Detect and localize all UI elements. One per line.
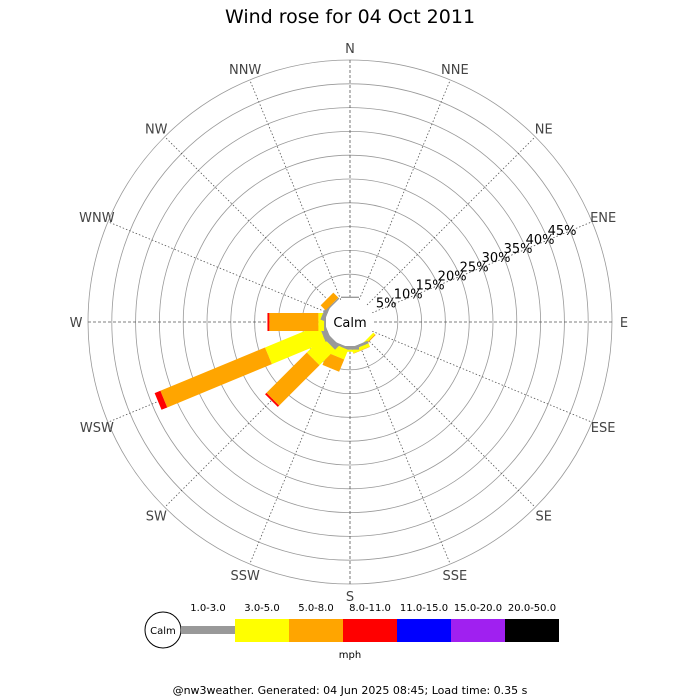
percent-label: 5% xyxy=(376,297,397,312)
direction-label-w: W xyxy=(70,316,83,331)
direction-label-ene: ENE xyxy=(590,211,616,226)
wind-bars xyxy=(154,292,376,410)
grid-spoke xyxy=(249,79,342,300)
grid-ring xyxy=(206,178,494,466)
direction-label-e: E xyxy=(620,316,628,331)
polar-grid xyxy=(87,59,613,585)
bar-w-bin4 xyxy=(267,313,270,331)
percent-label: 45% xyxy=(548,224,577,239)
percent-label: 15% xyxy=(416,278,445,293)
bar-wsw-bin2 xyxy=(265,325,326,365)
grid-spoke xyxy=(358,344,451,565)
bar-ssw-bin3 xyxy=(322,352,345,372)
legend-swatch-7 xyxy=(505,619,559,642)
footer-text: @nw3weather. Generated: 04 Jun 2025 08:4… xyxy=(173,684,528,697)
direction-label-wsw: WSW xyxy=(80,421,114,436)
percent-label: 25% xyxy=(460,260,489,275)
chart-title: Wind rose for 04 Oct 2011 xyxy=(225,6,475,28)
grid-spoke xyxy=(164,136,334,306)
legend-swatch-1 xyxy=(181,626,235,634)
grid-spoke xyxy=(249,344,342,565)
legend-swatch-4 xyxy=(343,619,397,642)
direction-label-s: S xyxy=(346,590,354,605)
legend-calm-label: Calm xyxy=(150,626,176,637)
grid-spoke xyxy=(107,221,328,314)
direction-label-n: N xyxy=(345,42,355,57)
legend-label-7: 20.0-50.0 xyxy=(508,603,556,614)
bar-wsw-bin4 xyxy=(154,390,168,410)
grid-spoke xyxy=(366,136,536,306)
grid-spoke xyxy=(366,338,536,508)
legend-unit: mph xyxy=(339,650,361,661)
legend-label-5: 11.0-15.0 xyxy=(400,603,448,614)
legend-swatch-2 xyxy=(235,619,289,642)
direction-label-ese: ESE xyxy=(591,421,616,436)
bar-wsw-bin3 xyxy=(160,347,272,408)
grid-spoke xyxy=(358,79,451,300)
bar-sw-bin3 xyxy=(266,352,320,406)
percent-label: 20% xyxy=(438,269,467,284)
legend-label-2: 3.0-5.0 xyxy=(244,603,279,614)
legend-swatch-6 xyxy=(451,619,505,642)
grid-spoke xyxy=(372,221,593,314)
calm-center: Calm xyxy=(326,298,374,346)
percent-label: 35% xyxy=(504,242,533,257)
bar-sw-bin4 xyxy=(265,392,280,407)
direction-label-wnw: WNW xyxy=(79,211,115,226)
grid-ring xyxy=(111,83,589,561)
legend-label-1: 1.0-3.0 xyxy=(190,603,225,614)
direction-label-sw: SW xyxy=(146,510,167,525)
legend-label-3: 5.0-8.0 xyxy=(298,603,333,614)
calm-circle xyxy=(326,298,374,346)
legend-label-4: 8.0-11.0 xyxy=(349,603,391,614)
bar-sse-bin3 xyxy=(353,346,371,354)
percent-label: 30% xyxy=(482,251,511,266)
bar-n-bin1 xyxy=(341,296,359,298)
bar-w-bin3 xyxy=(269,313,319,331)
calm-label: Calm xyxy=(333,316,366,331)
direction-label-ssw: SSW xyxy=(230,569,260,584)
direction-labels: N NNE NE ENE E ESE SE SSE S SSW SW WSW W WNW NW NNW xyxy=(70,42,629,605)
direction-label-nw: NW xyxy=(145,122,168,137)
bar-nw-bin1 xyxy=(325,297,340,312)
direction-label-se: SE xyxy=(536,510,552,525)
legend-label-6: 15.0-20.0 xyxy=(454,603,502,614)
direction-label-sse: SSE xyxy=(442,569,467,584)
legend-swatch-5 xyxy=(397,619,451,642)
bar-nw-bin3 xyxy=(320,292,339,311)
percent-label: 40% xyxy=(526,233,555,248)
grid-spoke xyxy=(372,330,593,423)
legend: Calm 1.0-3.0 3.0-5.0 5.0-8.0 8.0-11.0 11.0-1… xyxy=(144,603,559,661)
legend-swatch-3 xyxy=(289,619,343,642)
percent-label: 10% xyxy=(394,288,423,303)
direction-label-nnw: NNW xyxy=(229,63,261,78)
direction-label-ne: NE xyxy=(535,122,553,137)
direction-label-nne: NNE xyxy=(441,63,469,78)
percent-labels: 5%10%15%20%25%30%35%40%45% xyxy=(376,224,577,312)
bar-sw-bin2 xyxy=(306,336,336,366)
